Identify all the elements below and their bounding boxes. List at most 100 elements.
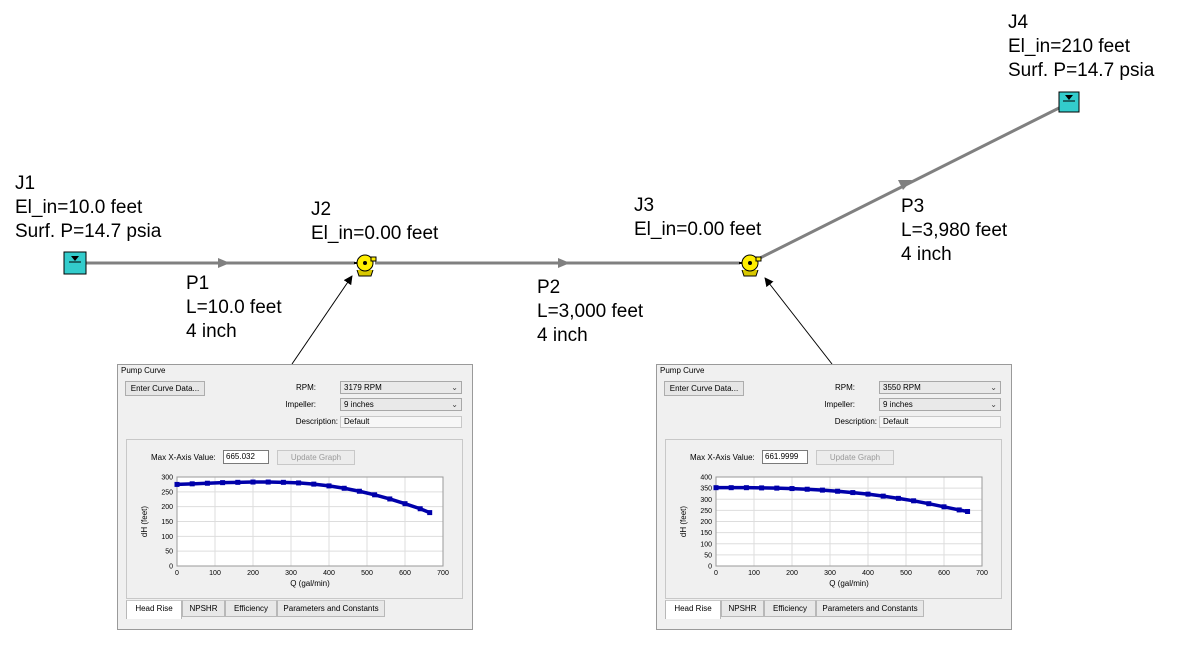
- update-graph-button[interactable]: Update Graph: [816, 450, 894, 465]
- enter-curve-data-button[interactable]: Enter Curve Data...: [664, 381, 744, 396]
- curve-data-point: [728, 485, 734, 491]
- impeller-label: Impeller:: [285, 400, 316, 409]
- curve-data-point: [895, 495, 901, 501]
- tab-npshr[interactable]: NPSHR: [721, 600, 764, 617]
- curve-data-point: [804, 486, 810, 492]
- description-label: Description:: [295, 417, 338, 426]
- j4-name: J4: [1008, 12, 1029, 33]
- y-tick-label: 50: [165, 549, 173, 556]
- label-p2: P2 L=3,000 feet 4 inch: [537, 276, 643, 348]
- rpm-label: RPM:: [296, 383, 316, 392]
- y-tick-label: 200: [700, 519, 712, 526]
- x-tick-label: 0: [175, 570, 179, 577]
- tab-head-rise[interactable]: Head Rise: [126, 600, 182, 619]
- chevron-down-icon: ⌄: [451, 383, 458, 392]
- description-field[interactable]: Default: [340, 416, 462, 428]
- p1-name: P1: [186, 273, 210, 294]
- update-graph-button[interactable]: Update Graph: [277, 450, 355, 465]
- curve-data-point: [204, 480, 210, 486]
- x-tick-label: 500: [900, 570, 912, 577]
- p2-length: L=3,000 feet: [537, 301, 644, 322]
- impeller-select[interactable]: 9 inches ⌄: [879, 398, 1001, 411]
- flow-arrow-p1: [218, 258, 230, 268]
- p1-length: L=10.0 feet: [186, 297, 282, 318]
- y-tick-label: 250: [161, 489, 173, 496]
- y-tick-label: 100: [161, 534, 173, 541]
- curve-data-point: [402, 501, 408, 507]
- curve-data-point: [280, 479, 286, 485]
- description-field[interactable]: Default: [879, 416, 1001, 428]
- curve-data-point: [387, 496, 393, 502]
- tab-efficiency[interactable]: Efficiency: [225, 600, 277, 617]
- label-j3: J3 El_in=0.00 feet: [634, 194, 761, 242]
- curve-data-point: [235, 479, 241, 485]
- impeller-label: Impeller:: [824, 400, 855, 409]
- curve-data-point: [819, 487, 825, 493]
- x-tick-label: 100: [209, 570, 221, 577]
- description-label: Description:: [834, 417, 877, 426]
- curve-data-point: [372, 492, 378, 498]
- tab-efficiency[interactable]: Efficiency: [764, 600, 816, 617]
- rpm-select[interactable]: 3179 RPM ⌄: [340, 381, 462, 394]
- curve-data-point: [926, 501, 932, 507]
- curve-data-point: [835, 488, 841, 494]
- x-axis-label: Q (gal/min): [290, 579, 330, 588]
- max-x-axis-input[interactable]: 661.9999: [762, 450, 808, 464]
- curve-data-point: [965, 508, 971, 514]
- p2-size: 4 inch: [537, 325, 588, 346]
- j3-name: J3: [634, 195, 655, 216]
- head-rise-curve: [716, 485, 968, 514]
- x-tick-label: 600: [399, 570, 411, 577]
- reservoir-j1[interactable]: [63, 251, 87, 275]
- pipe-p3[interactable]: [759, 103, 1066, 260]
- rpm-value: 3179 RPM: [344, 383, 382, 392]
- x-tick-label: 700: [976, 570, 988, 577]
- y-tick-label: 150: [700, 530, 712, 537]
- j2-name: J2: [311, 199, 332, 220]
- pump-curve-panel-j2: Pump Curve Enter Curve Data... RPM: 3179…: [117, 364, 473, 630]
- tab-parameters-and-constants[interactable]: Parameters and Constants: [277, 600, 385, 617]
- curve-data-point: [911, 498, 917, 504]
- tab-parameters-and-constants[interactable]: Parameters and Constants: [816, 600, 924, 617]
- curve-data-point: [865, 491, 871, 497]
- curve-data-point: [311, 481, 317, 487]
- impeller-value: 9 inches: [883, 400, 913, 409]
- max-x-axis-label: Max X-Axis Value:: [690, 453, 755, 462]
- y-tick-label: 50: [704, 552, 712, 559]
- chevron-down-icon: ⌄: [990, 400, 997, 409]
- curve-data-point: [265, 479, 271, 485]
- graph-area: Max X-Axis Value: 661.9999 Update Graph …: [665, 439, 1002, 599]
- y-tick-label: 0: [708, 564, 712, 571]
- label-j2: J2 El_in=0.00 feet: [311, 198, 438, 246]
- tab-head-rise[interactable]: Head Rise: [665, 600, 721, 619]
- head-rise-chart: 0 100 200 300 400 500 600 700 0 50 100 150 200 250 300…: [679, 475, 988, 589]
- pump-curve-panel-j3: Pump Curve Enter Curve Data... RPM: 3550…: [656, 364, 1012, 630]
- label-p1: P1 L=10.0 feet 4 inch: [186, 272, 282, 344]
- curve-data-point: [743, 485, 749, 491]
- x-tick-label: 200: [786, 570, 798, 577]
- label-p3: P3 L=3,980 feet 4 inch: [901, 195, 1007, 267]
- curve-data-point: [850, 490, 856, 496]
- j1-name: J1: [15, 173, 36, 194]
- x-tick-label: 400: [323, 570, 335, 577]
- x-tick-label: 100: [748, 570, 760, 577]
- curve-data-point: [880, 493, 886, 499]
- curve-data-point: [250, 479, 256, 485]
- rpm-select[interactable]: 3550 RPM ⌄: [879, 381, 1001, 394]
- y-tick-label: 200: [161, 504, 173, 511]
- panel-title: Pump Curve: [121, 366, 166, 375]
- y-tick-label: 150: [161, 519, 173, 526]
- pump-j2[interactable]: [354, 254, 377, 277]
- head-rise-chart: 0 100 200 300 400 500 600 700 0 50 100 150 200 250 300…: [140, 475, 449, 589]
- chevron-down-icon: ⌄: [990, 383, 997, 392]
- label-j4: J4 El_in=210 feet Surf. P=14.7 psia: [1008, 11, 1154, 83]
- pump-j3[interactable]: [739, 254, 762, 277]
- rpm-label: RPM:: [835, 383, 855, 392]
- y-tick-label: 0: [169, 564, 173, 571]
- reservoir-j4[interactable]: [1058, 91, 1080, 113]
- max-x-axis-input[interactable]: 665.032: [223, 450, 269, 464]
- tab-npshr[interactable]: NPSHR: [182, 600, 225, 617]
- impeller-select[interactable]: 9 inches ⌄: [340, 398, 462, 411]
- j4-surface-pressure: Surf. P=14.7 psia: [1008, 60, 1155, 81]
- enter-curve-data-button[interactable]: Enter Curve Data...: [125, 381, 205, 396]
